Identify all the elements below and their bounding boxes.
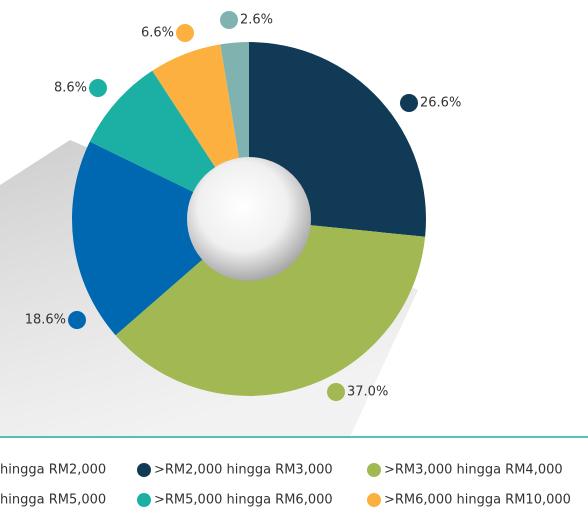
value-label: 18.6% [25, 313, 66, 328]
slice [115, 219, 426, 396]
legend-marker [137, 493, 151, 507]
label-dot [400, 94, 418, 112]
label-dot [176, 24, 194, 42]
donut-hole [187, 157, 311, 281]
legend-label: >RM3,000 hingga RM4,000 [384, 463, 563, 478]
slice [72, 141, 249, 336]
legend-label: >RM6,000 hingga RM10,000 [384, 493, 571, 508]
legend-marker [137, 463, 151, 477]
value-label: 2.6% [240, 13, 273, 28]
value-label: 37.0% [347, 385, 388, 400]
label-dot [220, 11, 238, 29]
legend-marker [367, 463, 381, 477]
label-dot [89, 79, 107, 97]
legend-label: >RM2,000 hingga RM3,000 [154, 463, 333, 478]
legend-marker [367, 493, 381, 507]
legend-label: hingga RM5,000 [0, 493, 106, 508]
value-label: 6.6% [141, 26, 174, 41]
label-dot [327, 383, 345, 401]
label-dot [68, 311, 86, 329]
value-label: 8.6% [54, 81, 87, 96]
legend-label: hingga RM2,000 [0, 463, 106, 478]
value-label: 26.6% [420, 96, 461, 111]
legend-label: >RM5,000 hingga RM6,000 [154, 493, 333, 508]
